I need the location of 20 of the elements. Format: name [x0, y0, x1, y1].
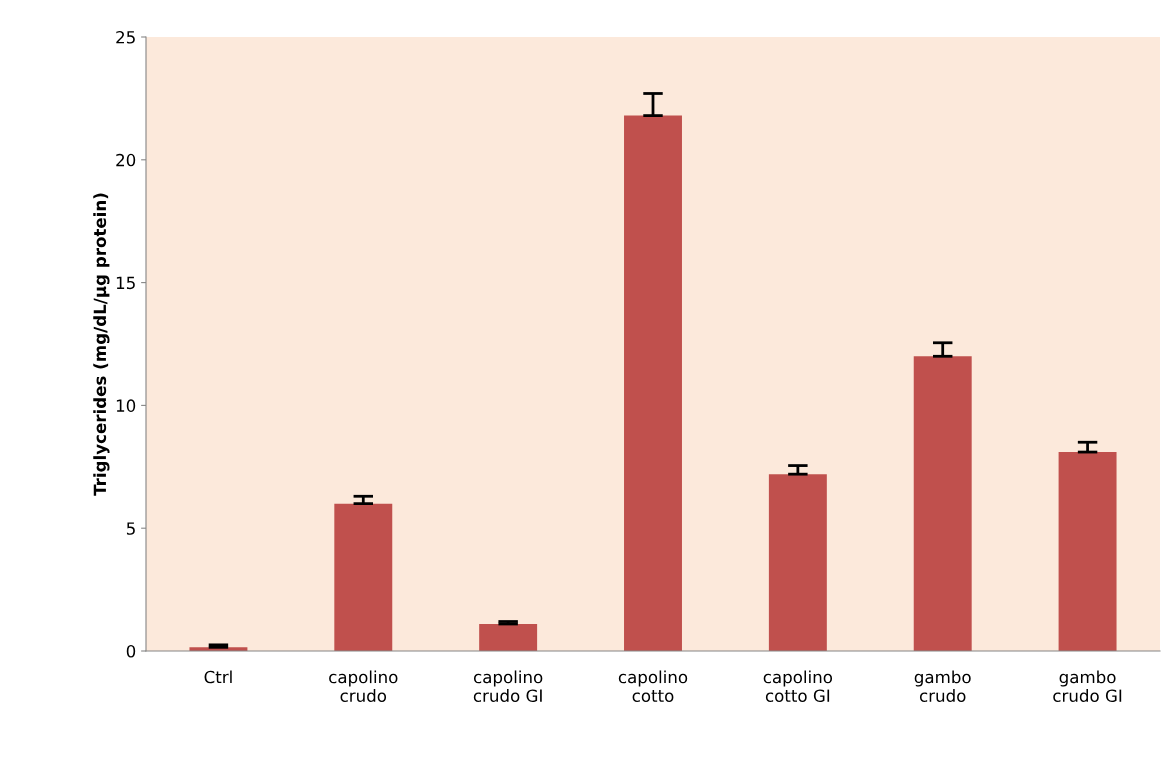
y-tick-label: 15 — [116, 276, 135, 290]
x-tick-label: capolino crudo — [329, 670, 398, 703]
y-tick-label: 5 — [126, 522, 135, 535]
y-tick-label: 20 — [116, 153, 136, 167]
bar — [479, 623, 538, 651]
y-axis-title: Triglycerides (mg/dL/µg protein) — [93, 193, 110, 496]
bar — [768, 474, 827, 651]
y-tick-label: 0 — [126, 644, 136, 658]
bar — [624, 115, 682, 651]
x-tick-label: gambo crudo GI — [1053, 670, 1122, 703]
x-tick-label: gambo crudo — [914, 670, 971, 703]
bar — [913, 356, 972, 651]
bar — [1058, 452, 1117, 651]
x-tick-label: Ctrl — [204, 670, 232, 684]
x-tick-label: capolino crudo GI — [473, 670, 543, 703]
x-tick-label: capolino cotto GI — [763, 670, 833, 703]
x-tick-label: capolino cotto — [618, 670, 688, 703]
y-tick-label: 10 — [116, 399, 136, 412]
bar — [334, 503, 393, 651]
y-tick-label: 25 — [116, 30, 135, 44]
